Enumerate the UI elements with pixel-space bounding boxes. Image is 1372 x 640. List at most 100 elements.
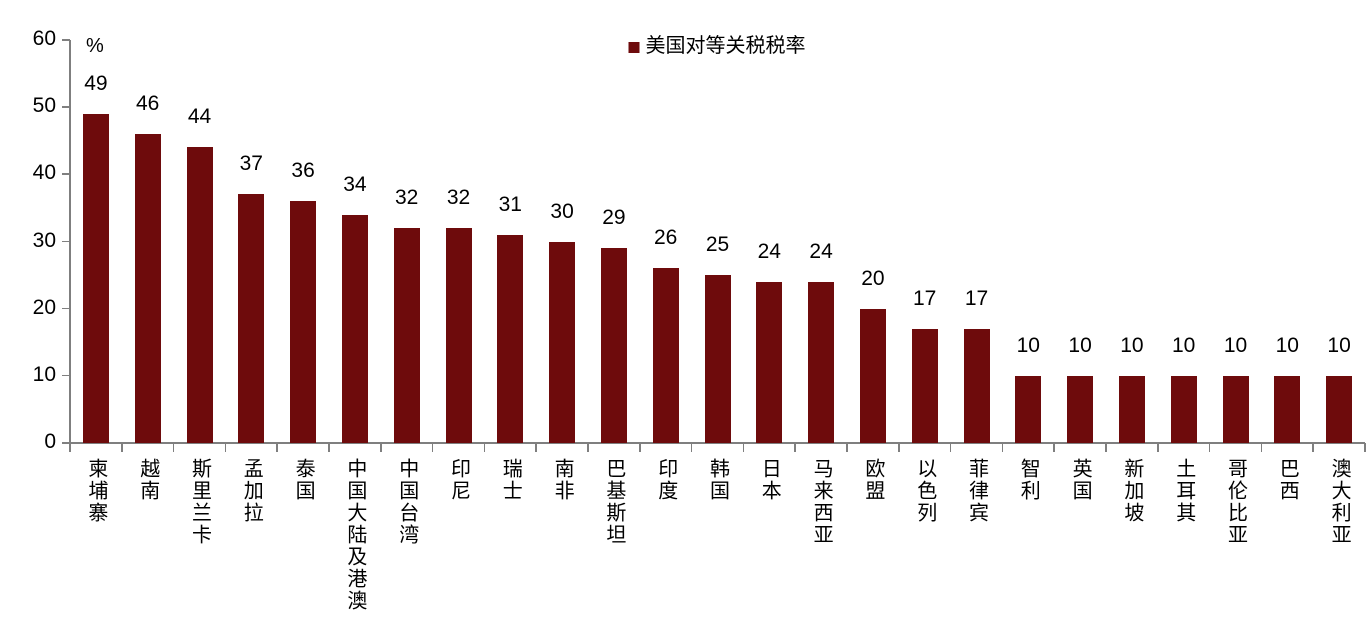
bar-value-label: 30: [550, 199, 574, 223]
bar: [1015, 375, 1042, 443]
x-tick: [1208, 443, 1211, 452]
x-tick: [69, 443, 71, 452]
bar-value-label: 10: [1275, 333, 1299, 357]
x-tick: [1105, 443, 1107, 452]
x-axis-label: 新加坡: [1120, 458, 1143, 524]
x-tick: [742, 443, 745, 452]
legend-label: 美国对等关税税率: [645, 35, 806, 57]
x-tick: [276, 443, 278, 452]
x-tick: [846, 443, 848, 452]
bar: [134, 134, 161, 443]
x-axis-label: 日本: [758, 458, 781, 502]
bar-value-label: 31: [498, 192, 522, 216]
bar-value-label: 10: [1016, 333, 1040, 357]
bar-value-label: 10: [1223, 333, 1248, 357]
x-tick: [639, 443, 641, 452]
y-axis-tick-label: 0: [44, 430, 56, 453]
bar: [1274, 375, 1301, 443]
x-axis-label: 斯里兰卡: [188, 458, 211, 546]
x-axis-label: 中国大陆及港澳: [343, 458, 366, 612]
x-tick: [1053, 443, 1055, 452]
bar: [290, 201, 317, 443]
bar-value-label: 10: [1172, 333, 1196, 357]
y-axis-tick-label: 10: [32, 362, 56, 386]
x-tick: [483, 443, 486, 452]
y-tick: [62, 374, 70, 377]
bar: [238, 194, 265, 443]
bar-value-label: 36: [291, 159, 315, 183]
bar-value-label: 44: [187, 105, 212, 129]
y-axis-tick-label: 20: [32, 295, 56, 319]
y-axis-unit-label: %: [86, 35, 104, 57]
x-tick: [535, 443, 537, 452]
x-tick: [690, 443, 693, 452]
bar: [82, 113, 109, 443]
bar-value-label: 20: [861, 266, 885, 290]
x-axis-label: 马来西亚: [810, 458, 833, 546]
bar-value-label: 25: [705, 233, 730, 257]
x-axis-label: 哥伦比亚: [1224, 458, 1247, 546]
x-axis-label: 英国: [1069, 458, 1092, 502]
bar-value-label: 24: [757, 239, 781, 263]
x-axis-label: 巴基斯坦: [602, 458, 625, 546]
bar-value-label: 10: [1120, 333, 1144, 357]
x-tick: [172, 443, 175, 452]
bar: [808, 281, 835, 443]
x-axis-label: 越南: [136, 458, 159, 502]
legend-marker-swatch: [628, 41, 640, 53]
x-tick: [794, 443, 796, 452]
y-tick: [62, 307, 70, 310]
bar: [445, 228, 472, 443]
x-tick: [1001, 443, 1004, 452]
x-tick: [1157, 443, 1159, 452]
bar: [393, 228, 420, 443]
x-tick: [431, 443, 434, 452]
bar-value-label: 46: [136, 92, 160, 116]
bar-value-label: 24: [809, 239, 833, 263]
bar-value-label: 29: [602, 206, 626, 230]
bar: [1118, 375, 1145, 443]
x-axis-label: 印度: [654, 458, 677, 502]
x-axis-label: 柬埔寨: [84, 458, 107, 524]
bar-value-label: 10: [1327, 333, 1351, 357]
x-tick: [1260, 443, 1263, 452]
bar: [497, 234, 524, 443]
x-axis-label: 欧盟: [861, 458, 884, 502]
bar-value-label: 17: [913, 286, 937, 310]
x-tick: [898, 443, 900, 452]
bar-value-label: 34: [343, 172, 367, 196]
x-tick: [1364, 443, 1366, 452]
y-axis-tick-label: 40: [32, 161, 56, 185]
bar: [341, 214, 368, 443]
y-tick: [62, 442, 70, 444]
bar: [704, 275, 731, 443]
bar: [652, 268, 679, 443]
bar: [1067, 375, 1094, 443]
x-tick: [224, 443, 227, 452]
x-axis-label: 菲律宾: [965, 458, 988, 524]
y-axis-tick-label: 30: [32, 228, 56, 252]
bar: [186, 147, 213, 443]
x-tick: [380, 443, 382, 452]
x-tick: [949, 443, 952, 452]
y-tick: [62, 106, 70, 108]
x-axis-label: 泰国: [292, 458, 315, 502]
x-tick: [587, 443, 589, 452]
x-axis-label: 瑞士: [499, 458, 522, 502]
y-tick: [62, 39, 70, 41]
x-axis-line: [70, 442, 1365, 444]
bar-value-label: 10: [1068, 333, 1092, 357]
x-axis-label: 土耳其: [1172, 458, 1195, 524]
bar: [1326, 375, 1353, 443]
x-axis-label: 智利: [1017, 458, 1040, 502]
x-axis-label: 澳大利亚: [1328, 458, 1351, 546]
x-tick: [328, 443, 330, 452]
bar: [549, 241, 576, 443]
bar-value-label: 32: [446, 186, 471, 210]
y-axis-tick-label: 50: [32, 94, 56, 118]
x-tick: [121, 443, 123, 452]
x-axis-label: 南非: [551, 458, 574, 502]
bar: [756, 281, 783, 443]
bar-value-label: 17: [964, 286, 989, 310]
